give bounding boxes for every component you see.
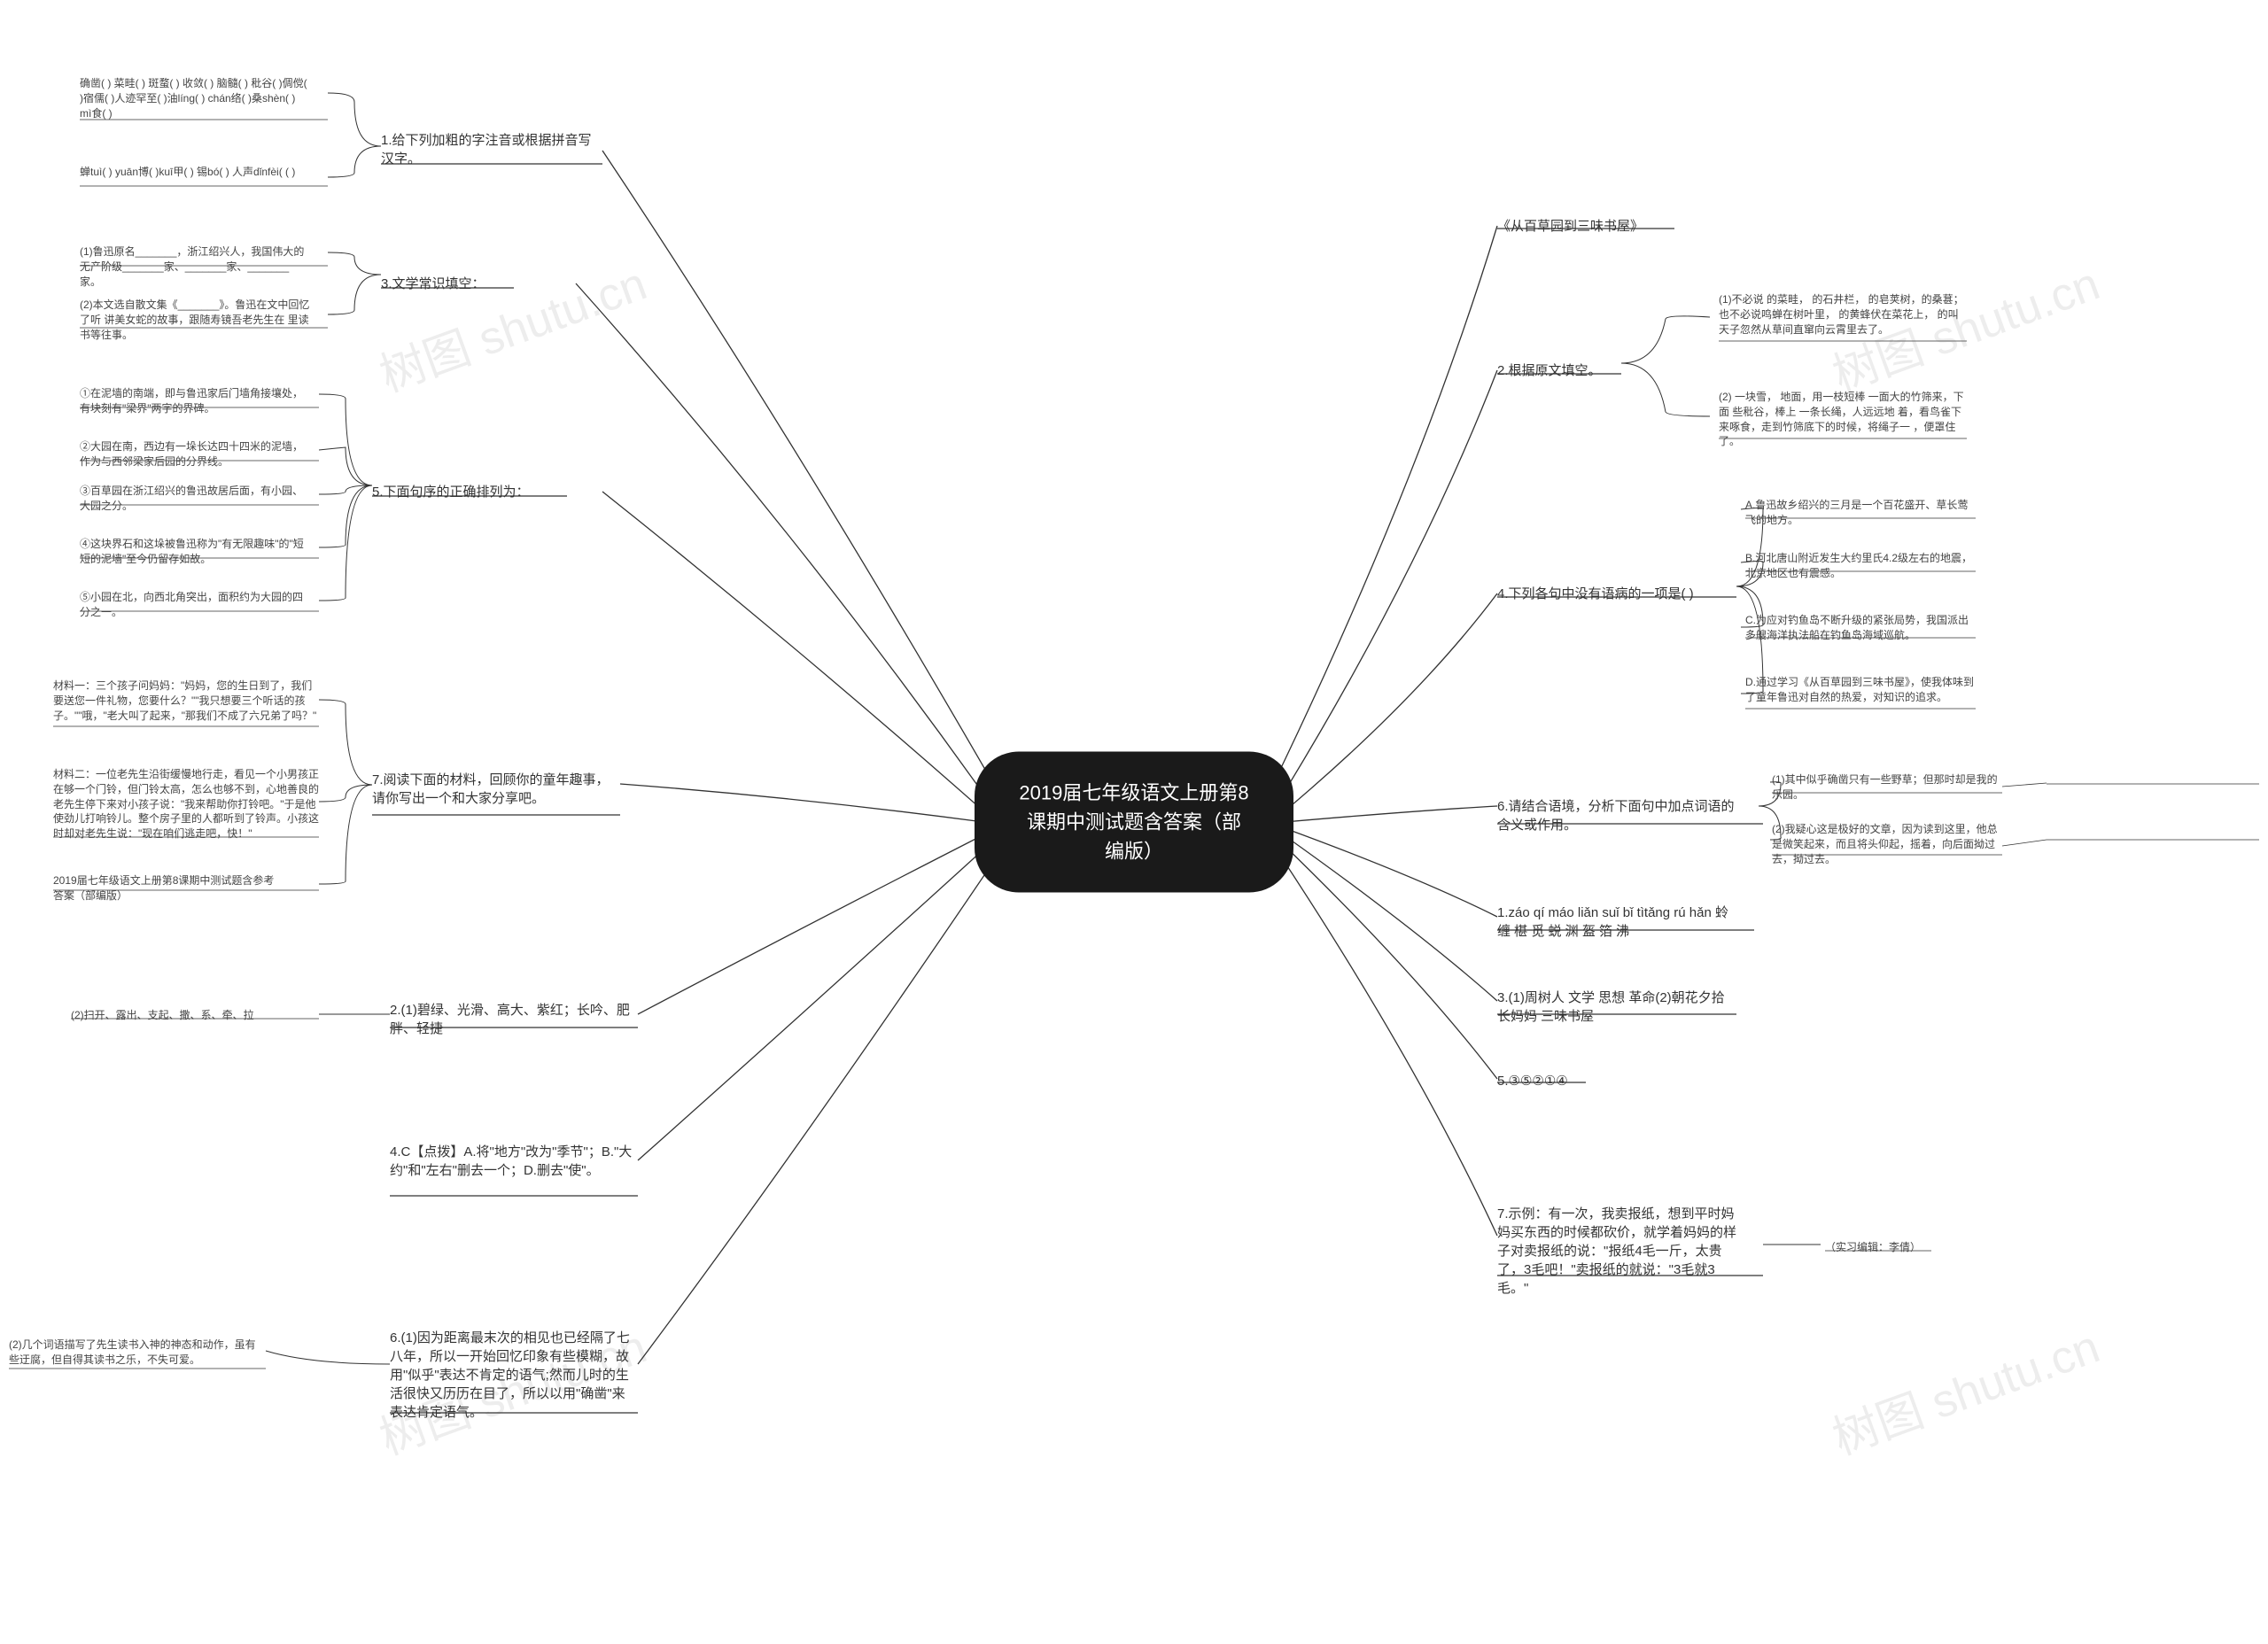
branch-q4: 4.下列各句中没有语病的一项是( ) <box>1497 585 1745 603</box>
leaf-q4-b: B.河北唐山附近发生大约里氏4.2级左右的地震，北京地区也有震感。 <box>1745 551 1976 581</box>
branch-a2: 2.(1)碧绿、光滑、高大、紫红；长吟、肥胖、轻捷 <box>390 1001 638 1038</box>
branch-title: 《从百草园到三味书屋》 <box>1497 217 1643 236</box>
leaf-q6-1: (1)其中似乎确凿只有一些野草；但那时却是我的乐园。 <box>1772 772 2002 803</box>
branch-q3: 3.文学常识填空： <box>381 275 485 293</box>
leaf-q3-b: (2)本文选自散文集《_______》。鲁迅在文中回忆了听 讲美女蛇的故事，跟随… <box>80 298 310 342</box>
branch-q1: 1.给下列加粗的字注音或根据拼音写汉字。 <box>381 131 602 168</box>
leaf-q5-4: ④这块界石和这垛被鲁迅称为"有无限趣味"的"短短的泥墙"至今仍留存如故。 <box>80 537 310 567</box>
branch-a1: 1.záo qí máo liǎn suǐ bǐ tìtǎng rú hǎn 蛉… <box>1497 903 1745 941</box>
leaf-q5-2: ②大园在南，西边有一垛长达四十四米的泥墙，作为与西邻梁家后园的分界线。 <box>80 439 310 469</box>
branch-a4: 4.C【点拨】A.将"地方"改为"季节"；B."大约"和"左右"删去一个；D.删… <box>390 1143 638 1180</box>
leaf-q2-1: (1)不必说 的菜畦， 的石井栏， 的皂荚树，的桑葚；也不必说鸣蝉在树叶里， 的… <box>1719 292 1967 337</box>
leaf-q5-3: ③百草园在浙江绍兴的鲁迅故居后面，有小园、大园之分。 <box>80 484 310 514</box>
leaf-a6-2: (2)几个词语描写了先生读书入神的神态和动作，虽有些迂腐，但自得其读书之乐，不失… <box>9 1338 266 1368</box>
leaf-q5-1: ①在泥墙的南端，即与鲁迅家后门墙角接壤处，有块刻有"梁界"两字的界碑。 <box>80 386 310 416</box>
leaf-q6-2: (2)我疑心这是极好的文章，因为读到这里，他总是微笑起来，而且将头仰起，摇着，向… <box>1772 822 2002 866</box>
leaf-a7-editor: （实习编辑：李倩） <box>1825 1240 1921 1255</box>
leaf-a2-2: (2)扫开、露出、支起、撒、系、牵、拉 <box>71 1008 254 1023</box>
leaf-q5-5: ⑤小园在北，向西北角突出，面积约为大园的四分之一。 <box>80 590 310 620</box>
leaf-q3-a: (1)鲁迅原名_______，浙江绍兴人，我国伟大的无产阶级_______家、_… <box>80 244 310 289</box>
branch-a5: 5.③⑤②①④ <box>1497 1072 1568 1090</box>
branch-q6: 6.请结合语境，分析下面句中加点词语的含义或作用。 <box>1497 797 1745 834</box>
branch-q2: 2.根据原文填空。 <box>1497 361 1602 380</box>
branch-a3: 3.(1)周树人 文学 思想 革命(2)朝花夕拾 长妈妈 三味书屋 <box>1497 989 1736 1026</box>
branch-a7: 7.示例：有一次，我卖报纸，想到平时妈妈买东西的时候都砍价，就学着妈妈的样子对卖… <box>1497 1205 1745 1298</box>
leaf-q7-m1: 材料一：三个孩子问妈妈："妈妈，您的生日到了，我们要送您一件礼物，您要什么？""… <box>53 679 319 723</box>
leaf-q4-a: A.鲁迅故乡绍兴的三月是一个百花盛开、草长莺飞的地方。 <box>1745 498 1976 528</box>
leaf-q4-d: D.通过学习《从百草园到三味书屋》，使我体味到了童年鲁迅对自然的热爱，对知识的追… <box>1745 675 1976 705</box>
leaf-q4-c: C.为应对钓鱼岛不断升级的紧张局势，我国派出多艘海洋执法船在钓鱼岛海域巡航。 <box>1745 613 1976 643</box>
center-topic: 2019届七年级语文上册第8课期中测试题含答案（部编版） <box>975 752 1293 893</box>
leaf-q7-ref: 2019届七年级语文上册第8课期中测试题含参考答案（部编版） <box>53 873 284 903</box>
branch-a6: 6.(1)因为距离最末次的相见也已经隔了七八年，所以一开始回忆印象有些模糊，故用… <box>390 1329 638 1422</box>
leaf-q1-b: 蝉tuì( ) yuān博( )kuī甲( ) 锡bó( ) 人声dǐnfèi(… <box>80 165 295 180</box>
leaf-q7-m2: 材料二：一位老先生沿街缓慢地行走，看见一个小男孩正在够一个门铃，但门铃太高，怎么… <box>53 767 319 841</box>
branch-q7: 7.阅读下面的材料，回顾你的童年趣事，请你写出一个和大家分享吧。 <box>372 771 620 808</box>
leaf-q1-a: 确凿( ) 菜畦( ) 斑蝥( ) 收敛( ) 脑髓( ) 秕谷( )倜傥( )… <box>80 76 310 120</box>
leaf-q2-2: (2) 一块雪， 地面，用一枝短棒 一面大的竹筛来，下面 些秕谷，棒上 一条长绳… <box>1719 390 1967 449</box>
branch-q5: 5.下面句序的正确排列为： <box>372 483 530 501</box>
